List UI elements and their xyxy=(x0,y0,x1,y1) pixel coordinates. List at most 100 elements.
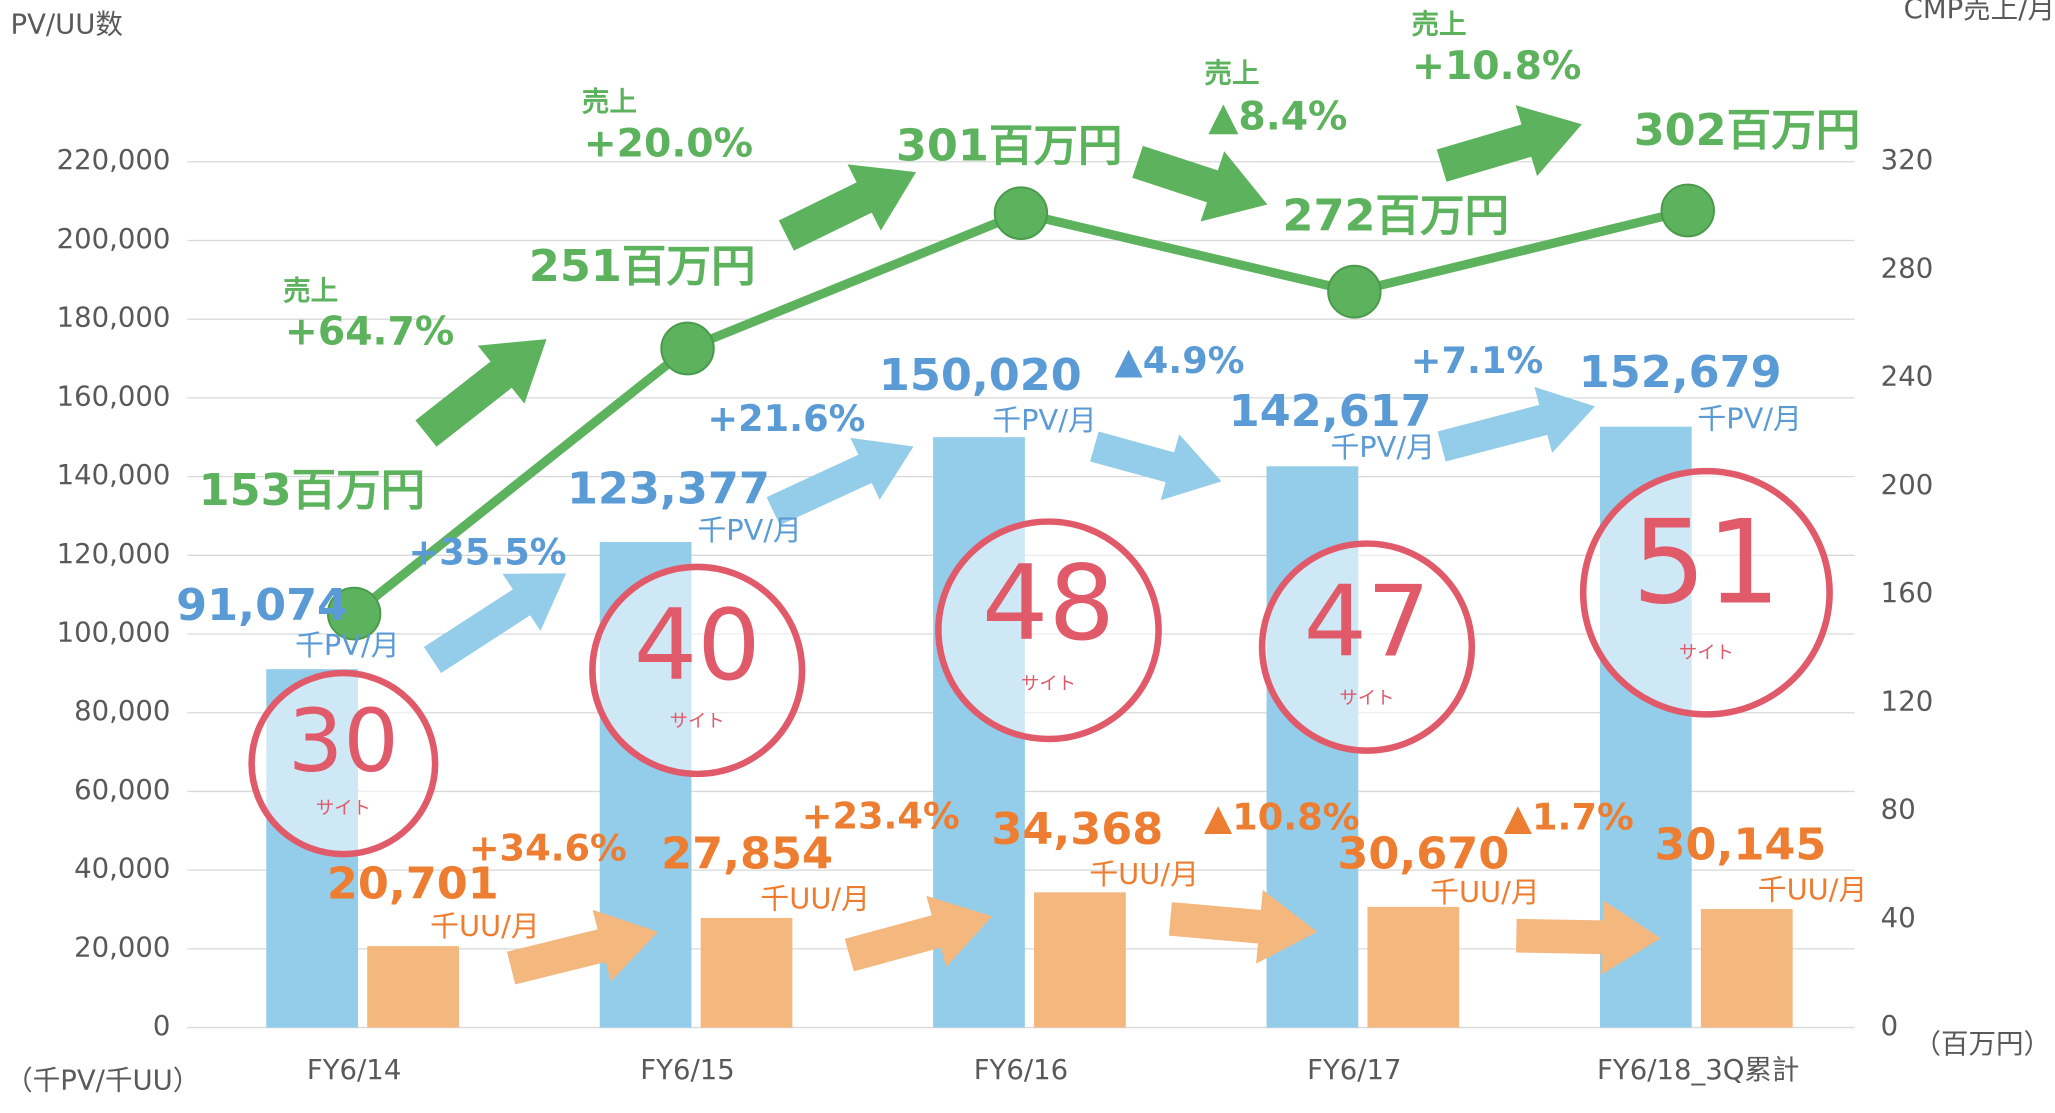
site-label: サイト xyxy=(1339,688,1394,709)
uu-unit: 千UU/月 xyxy=(760,882,870,916)
y-axis-title: PV/UU数 xyxy=(10,9,122,40)
sales-change-prefix: 売上 xyxy=(582,87,637,118)
uu-value-label: 34,368 xyxy=(991,804,1163,855)
y2-tick-label: 200 xyxy=(1881,470,1934,501)
y-tick-label: 140,000 xyxy=(57,460,171,491)
arrow xyxy=(1436,105,1582,182)
uu-unit: 千UU/月 xyxy=(1089,857,1199,891)
bar xyxy=(1034,892,1126,1028)
y2-tick-label: 120 xyxy=(1881,687,1934,718)
y-tick-label: 100,000 xyxy=(57,618,171,649)
site-circle xyxy=(1258,540,1476,754)
sales-change: ▲8.4% xyxy=(1208,95,1347,140)
site-count: 51 xyxy=(1632,496,1781,630)
y2-axis-title: CMP売上/月 xyxy=(1904,0,2055,25)
pv-unit: 千PV/月 xyxy=(697,513,801,547)
arrow xyxy=(778,164,917,251)
uu-change: +23.4% xyxy=(802,795,960,838)
arrow xyxy=(1132,145,1268,222)
y-tick-label: 120,000 xyxy=(57,539,171,570)
site-circle xyxy=(935,518,1162,743)
pv-value-label: 152,679 xyxy=(1579,347,1782,398)
y-tick-label: 0 xyxy=(153,1011,171,1042)
arrow xyxy=(423,573,567,674)
sales-value-label: 251百万円 xyxy=(529,241,756,292)
pv-value-label: 91,074 xyxy=(176,580,348,631)
site-label: サイト xyxy=(1021,674,1076,695)
y-tick-label: 200,000 xyxy=(57,224,171,255)
bar xyxy=(700,917,793,1028)
y2-tick-label: 80 xyxy=(1881,795,1916,826)
site-count: 40 xyxy=(634,588,761,702)
y2-axis-unit: （百万円） xyxy=(1913,1029,2051,1060)
sales-change: +10.8% xyxy=(1412,44,1581,89)
pv-value-label: 150,020 xyxy=(879,350,1082,401)
y2-tick-label: 240 xyxy=(1881,362,1934,393)
sales-point xyxy=(1327,264,1382,319)
site-circle xyxy=(1579,467,1833,718)
x-tick-label: FY6/14 xyxy=(307,1055,401,1086)
y-tick-label: 160,000 xyxy=(57,382,171,413)
y-tick-label: 180,000 xyxy=(57,303,171,334)
uu-value-label: 27,854 xyxy=(661,829,833,880)
arrow xyxy=(1437,386,1595,462)
uu-value-label: 20,701 xyxy=(327,859,499,910)
site-count: 47 xyxy=(1304,565,1431,679)
arrow xyxy=(1168,889,1318,964)
y-tick-label: 20,000 xyxy=(74,932,170,963)
arrow xyxy=(506,909,658,985)
site-label: サイト xyxy=(316,798,371,819)
pv-unit: 千PV/月 xyxy=(992,403,1096,437)
site-label: サイト xyxy=(1679,643,1734,664)
sales-value-label: 272百万円 xyxy=(1282,191,1509,242)
uu-change: ▲1.7% xyxy=(1504,796,1634,839)
sales-change: +64.7% xyxy=(285,310,454,355)
site-circle xyxy=(248,669,439,858)
arrow xyxy=(766,437,914,526)
pv-value-label: 142,617 xyxy=(1229,386,1432,437)
arrow xyxy=(415,339,547,447)
y-tick-label: 220,000 xyxy=(57,145,171,176)
x-tick-label: FY6/16 xyxy=(974,1055,1068,1086)
y2-tick-label: 160 xyxy=(1881,578,1934,609)
sales-point xyxy=(993,186,1049,241)
pv-change: ▲4.9% xyxy=(1115,339,1245,382)
bar xyxy=(367,946,459,1028)
uu-unit: 千UU/月 xyxy=(1430,875,1540,909)
pv-change: +7.1% xyxy=(1411,339,1543,382)
y2-tick-label: 320 xyxy=(1881,145,1934,176)
y2-tick-label: 0 xyxy=(1881,1011,1899,1042)
sales-point xyxy=(326,586,382,641)
uu-value-label: 30,145 xyxy=(1655,820,1827,871)
sales-change-prefix: 売上 xyxy=(1204,59,1259,90)
sales-change-prefix: 売上 xyxy=(283,276,338,307)
pv-unit: 千PV/月 xyxy=(295,628,399,662)
pv-value-label: 123,377 xyxy=(567,464,770,515)
y2-tick-label: 40 xyxy=(1881,903,1916,934)
uu-unit: 千UU/月 xyxy=(1758,873,1868,907)
sales-value-label: 302百万円 xyxy=(1634,105,1861,156)
x-tick-label: FY6/17 xyxy=(1307,1055,1401,1086)
sales-change-prefix: 売上 xyxy=(1412,9,1467,40)
sales-point xyxy=(1660,183,1715,238)
pv-unit: 千PV/月 xyxy=(1697,402,1801,436)
uu-change: ▲10.8% xyxy=(1204,796,1359,839)
pv-change: +21.6% xyxy=(707,397,865,440)
bar xyxy=(1367,906,1460,1028)
pv-unit: 千PV/月 xyxy=(1330,430,1434,464)
y-axis-unit: （千PV/千UU） xyxy=(5,1066,200,1097)
bar xyxy=(1700,908,1793,1028)
sales-change: +20.0% xyxy=(584,122,753,167)
uu-unit: 千UU/月 xyxy=(430,909,540,943)
x-tick-label: FY6/15 xyxy=(640,1055,734,1086)
arrow xyxy=(1090,431,1222,501)
y-tick-label: 40,000 xyxy=(74,854,170,885)
y-tick-label: 60,000 xyxy=(74,775,170,806)
y2-tick-label: 280 xyxy=(1881,254,1934,285)
arrow xyxy=(1516,900,1661,975)
site-label: サイト xyxy=(670,711,725,732)
site-circle xyxy=(589,563,806,778)
uu-change: +34.6% xyxy=(469,827,627,870)
sales-value-label: 301百万円 xyxy=(896,121,1123,172)
